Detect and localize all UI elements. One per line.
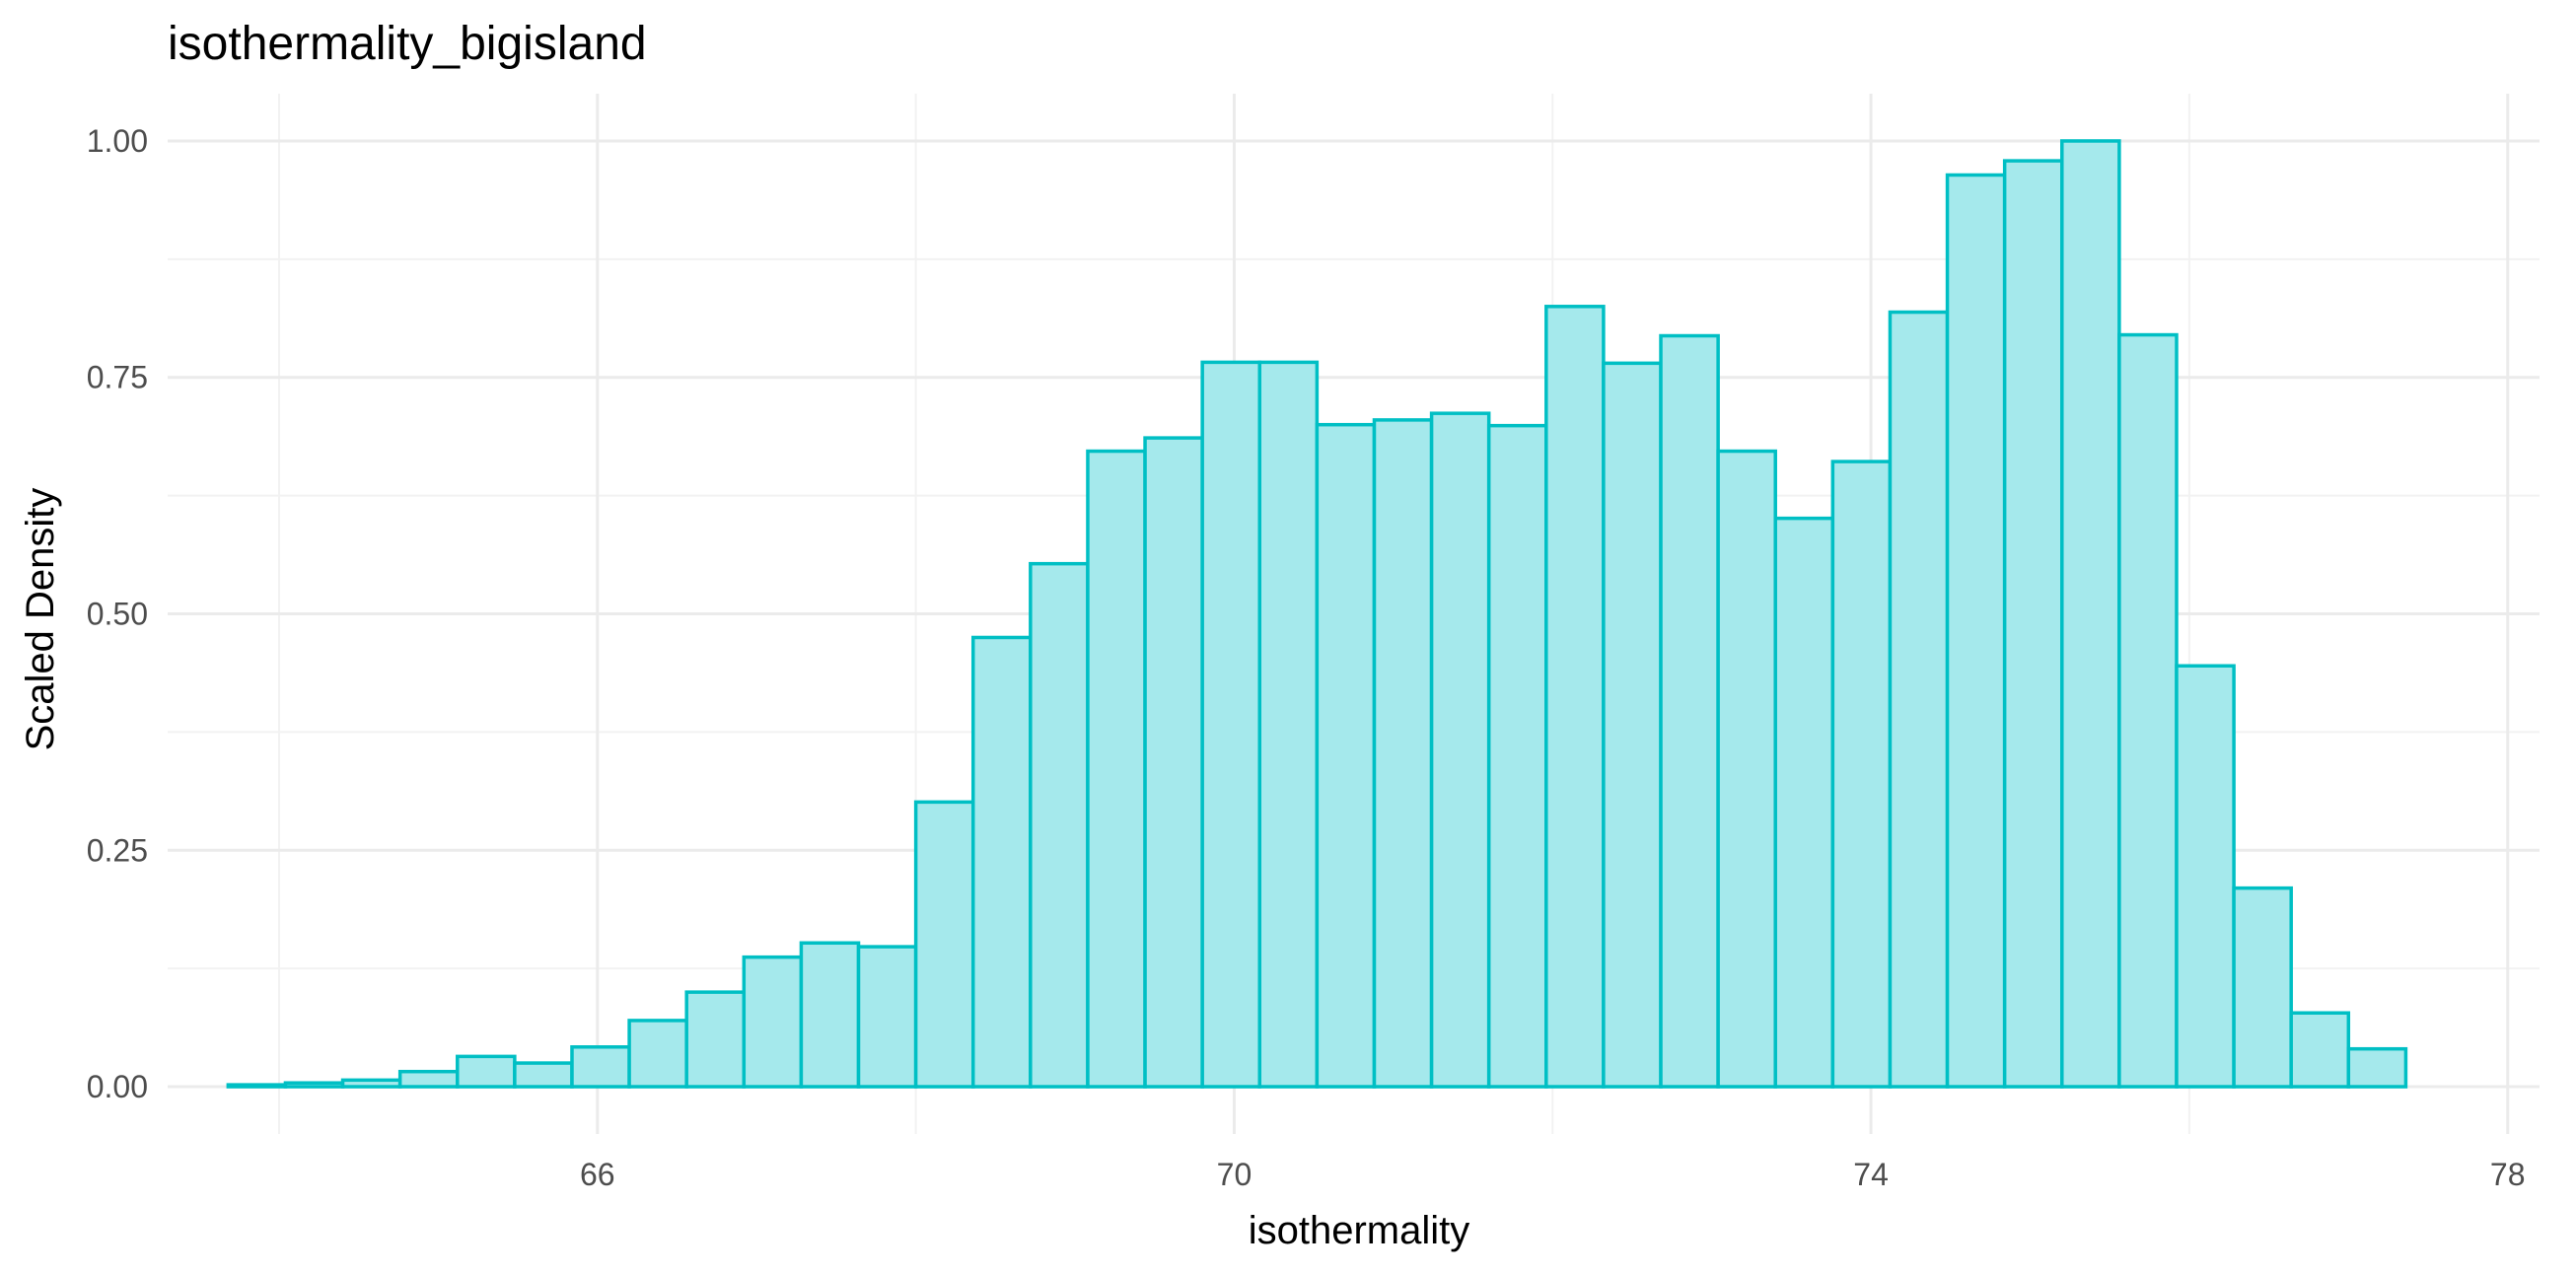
histogram-bar xyxy=(340,1078,402,1089)
histogram-bar xyxy=(283,1081,345,1089)
histogram-bar xyxy=(1888,310,1950,1089)
histogram-bar xyxy=(226,1083,288,1089)
histogram-bar xyxy=(1372,418,1434,1089)
y-tick-label: 0.00 xyxy=(87,1069,148,1104)
histogram-bar xyxy=(1429,411,1491,1089)
x-axis-title: isothermality xyxy=(1249,1209,1470,1252)
histogram-bar xyxy=(856,945,918,1089)
histogram-bar xyxy=(1486,423,1548,1089)
histogram-bar xyxy=(1716,449,1777,1089)
histogram-bar xyxy=(513,1061,574,1089)
y-axis-title: Scaled Density xyxy=(19,488,62,751)
x-tick-label: 66 xyxy=(580,1157,615,1192)
histogram-bar xyxy=(627,1019,688,1089)
tick-labels: 66 70 74 78 0.00 0.25 0.50 0.75 1.00 xyxy=(87,123,2526,1192)
histogram-bar xyxy=(1830,460,1893,1089)
histogram-bar xyxy=(1029,561,1090,1089)
histogram-bar xyxy=(742,955,804,1089)
histogram-bar xyxy=(1945,173,2007,1089)
histogram-bar xyxy=(1257,360,1320,1089)
histogram-bar xyxy=(684,990,747,1089)
histogram-bar xyxy=(2002,159,2064,1089)
histogram-bars xyxy=(226,139,2408,1089)
histogram-bar xyxy=(2346,1046,2408,1089)
histogram-bar xyxy=(1143,436,1204,1089)
x-tick-label: 70 xyxy=(1217,1157,1252,1192)
histogram-bar xyxy=(1315,422,1377,1089)
histogram-bar xyxy=(456,1054,517,1089)
histogram-bar xyxy=(799,941,861,1089)
histogram-bar xyxy=(397,1069,460,1089)
histogram-bar xyxy=(2289,1011,2351,1089)
histogram-bar xyxy=(1544,305,1606,1089)
histogram-bar xyxy=(1773,516,1835,1089)
chart-title: isothermality_bigisland xyxy=(168,18,647,70)
histogram-bar xyxy=(1200,360,1262,1089)
y-tick-label: 0.25 xyxy=(87,832,148,868)
histogram-bar xyxy=(2175,664,2236,1089)
histogram-bar xyxy=(2232,885,2293,1089)
histogram-bar xyxy=(1602,361,1663,1089)
x-tick-label: 74 xyxy=(1853,1157,1889,1192)
histogram-bar xyxy=(1659,333,1720,1089)
histogram-bar xyxy=(970,635,1033,1089)
x-tick-label: 78 xyxy=(2490,1157,2526,1192)
histogram-bar xyxy=(2117,332,2179,1089)
histogram-bar xyxy=(1086,449,1147,1089)
histogram-bar xyxy=(570,1045,631,1089)
y-tick-label: 1.00 xyxy=(87,123,148,159)
y-tick-label: 0.75 xyxy=(87,360,148,395)
histogram-bar xyxy=(2060,139,2121,1089)
y-tick-label: 0.50 xyxy=(87,597,148,632)
histogram-bar xyxy=(913,800,975,1089)
